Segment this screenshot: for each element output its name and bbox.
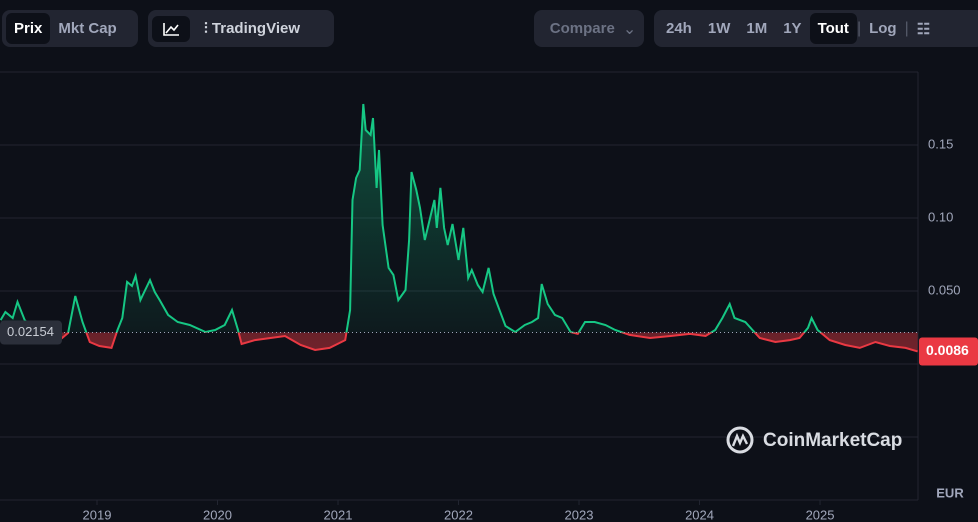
range-1w[interactable]: 1W (707, 20, 731, 37)
view-tabs: ⫶ TradingView (148, 10, 334, 47)
range-1y[interactable]: 1Y (783, 20, 802, 37)
settings[interactable]: ☷ (916, 20, 931, 38)
divider: | (904, 19, 909, 37)
x-tick-label: 2020 (203, 507, 232, 522)
area-below (0, 332, 918, 352)
tab-mktcap[interactable]: Mkt Cap (58, 20, 117, 37)
line-icon (163, 22, 179, 36)
currency-label: EUR (936, 485, 964, 500)
tab-price[interactable]: Prix (6, 13, 51, 44)
line-view[interactable] (152, 15, 190, 42)
watermark-logo (726, 426, 754, 454)
price-label: 0.0086 (926, 342, 969, 358)
watermark: CoinMarketCap (726, 426, 902, 454)
compare[interactable]: Compare ⌄ (534, 10, 644, 47)
watermark-text: CoinMarketCap (763, 430, 902, 451)
tradingview-label: TradingView (211, 20, 301, 37)
price-tabs: Prix Mkt Cap (2, 10, 138, 47)
range-tabs: 24h 1W 1M 1Y Tout | Log | ☷ (654, 10, 978, 47)
range-1m[interactable]: 1M (746, 20, 768, 37)
baseline-label: 0.02154 (7, 324, 54, 339)
y-tick-label: 0.10 (928, 209, 953, 224)
x-tick-label: 2025 (806, 507, 835, 522)
x-tick-label: 2019 (83, 507, 112, 522)
area-above (0, 104, 821, 333)
y-tick-label: 0.15 (928, 136, 953, 151)
range-all[interactable]: Tout (809, 13, 857, 44)
tradingview-view[interactable]: ⫶ TradingView (204, 20, 301, 37)
baseline-badge (0, 320, 62, 345)
x-tick-label: 2023 (565, 507, 594, 522)
price-badge (919, 337, 978, 366)
range-24h[interactable]: 24h (666, 20, 692, 37)
compare-label: Compare (549, 20, 615, 37)
divider: | (856, 19, 862, 37)
watermark-logo-mark (731, 432, 749, 447)
chevron: ⌄ (622, 20, 637, 38)
x-tick-label: 2022 (444, 507, 473, 522)
x-tick-label: 2021 (324, 507, 353, 522)
line-below (52, 332, 918, 353)
x-tick-label: 2024 (685, 507, 714, 522)
log-toggle[interactable]: Log (869, 20, 897, 37)
line-above (0, 103, 823, 333)
y-tick-label: 0.050 (928, 282, 961, 297)
